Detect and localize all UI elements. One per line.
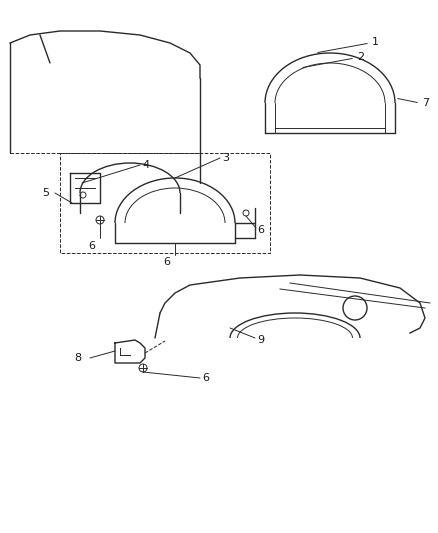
Text: 3: 3: [222, 153, 229, 163]
Text: 6: 6: [88, 241, 95, 251]
Text: 9: 9: [257, 335, 264, 345]
Text: 6: 6: [202, 373, 209, 383]
Text: 7: 7: [422, 98, 429, 108]
Text: 6: 6: [257, 225, 264, 235]
Text: 2: 2: [357, 52, 364, 62]
Text: 8: 8: [74, 353, 81, 363]
Text: 4: 4: [142, 160, 149, 170]
Text: 5: 5: [42, 188, 49, 198]
Text: 6: 6: [163, 257, 170, 267]
Text: 1: 1: [372, 37, 379, 47]
